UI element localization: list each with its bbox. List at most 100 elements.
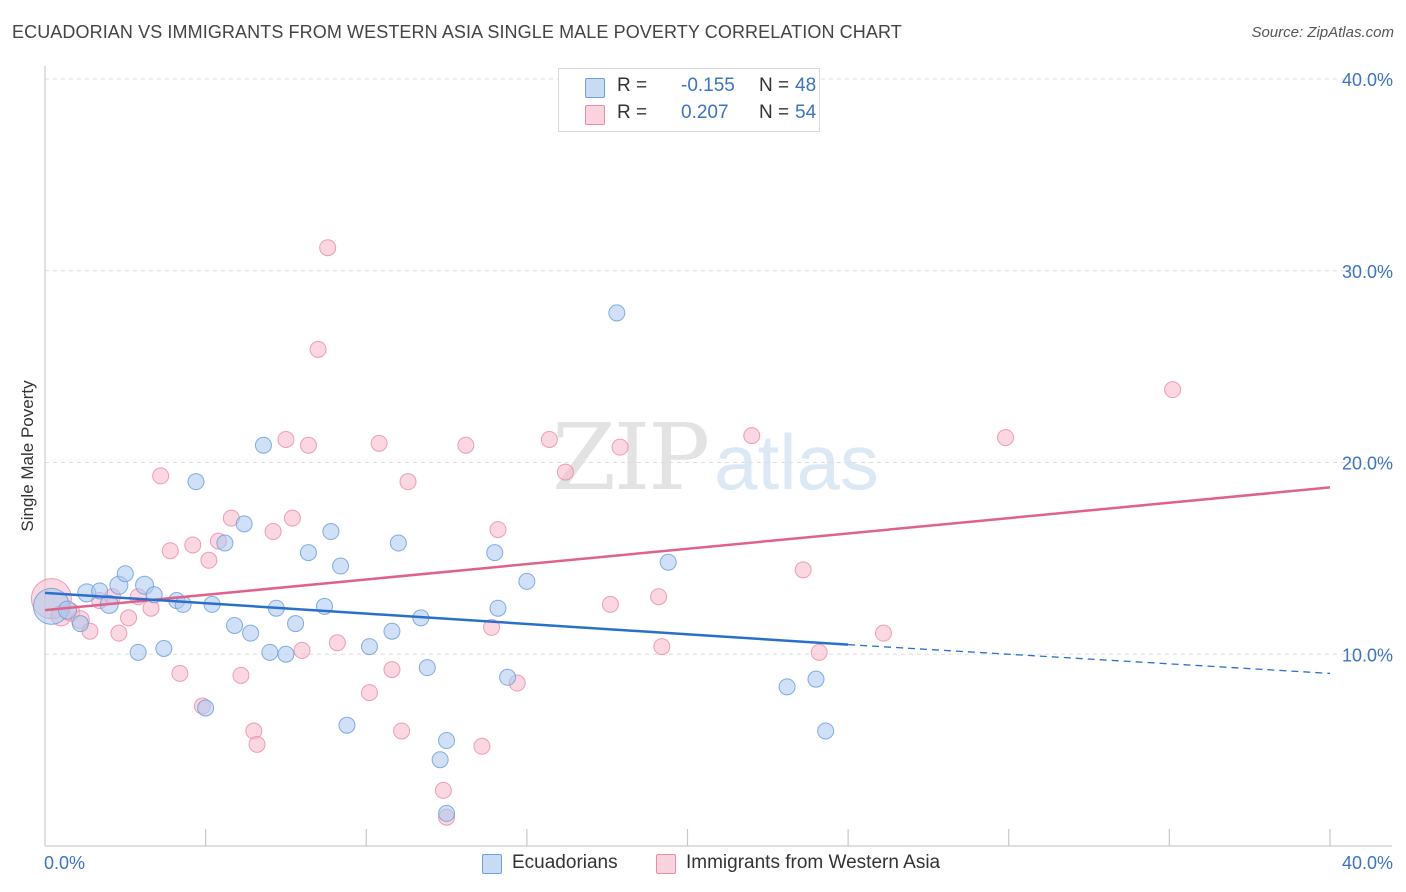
y-axis-label: Single Male Poverty <box>18 380 37 532</box>
ecuadorians-point <box>322 523 340 541</box>
ecuadorians-point <box>817 722 835 740</box>
stats-legend: R = -0.155 N = 48 R = 0.207 N = 54 <box>558 68 820 132</box>
ecuadorians-point <box>608 304 626 322</box>
x-tick-label: 0.0% <box>44 853 85 873</box>
immigrants-point <box>743 427 761 445</box>
ecuadorians-point <box>226 616 244 634</box>
ecuadorians-point <box>235 515 253 533</box>
series-immigrants-points <box>30 239 1182 826</box>
ecuadorians-point <box>389 534 407 552</box>
immigrants-point <box>556 463 574 481</box>
y-tick-label: 20.0% <box>1342 454 1393 474</box>
ecuadorians-point <box>216 534 234 552</box>
immigrants-point <box>171 664 189 682</box>
legend-r-value: 0.207 <box>681 102 729 123</box>
ecuadorians-point <box>174 595 192 613</box>
ecuadorians-point <box>155 639 173 657</box>
legend-r-label: R = <box>617 102 648 123</box>
immigrants-point <box>1164 381 1182 399</box>
immigrants-point <box>200 551 218 569</box>
ecuadorians-point <box>438 732 456 750</box>
immigrants-point <box>110 624 128 642</box>
immigrants-point <box>489 521 507 539</box>
legend-swatch-pink <box>585 105 605 125</box>
ecuadorians-point <box>287 615 305 633</box>
immigrants-point <box>540 430 558 448</box>
series-ecuadorians-points <box>32 304 835 822</box>
immigrants-point <box>601 595 619 613</box>
immigrants-point <box>483 618 501 636</box>
axes <box>44 66 1392 847</box>
y-tick-label: 30.0% <box>1342 262 1393 282</box>
ecuadorians-point <box>338 716 356 734</box>
legend-r-label: R = <box>617 75 648 96</box>
immigrants-point <box>457 436 475 454</box>
legend-n-value: 48 <box>795 75 817 96</box>
ecuadorians-point <box>486 544 504 562</box>
ecuadorians-point <box>807 670 825 688</box>
ecuadorians-trend-extension <box>848 644 1331 675</box>
immigrants-point <box>277 430 295 448</box>
immigrants-point <box>434 781 452 799</box>
immigrants-point <box>328 634 346 652</box>
ecuadorians-point <box>489 599 507 617</box>
immigrants-point <box>152 467 170 485</box>
immigrants-point <box>383 661 401 679</box>
immigrants-point <box>611 438 629 456</box>
y-tick-label: 10.0% <box>1342 645 1393 665</box>
ecuadorians-point <box>187 473 205 491</box>
immigrants-point <box>650 588 668 606</box>
bottom-legend-label: Ecuadorians <box>512 852 618 873</box>
trend-lines <box>44 486 1331 675</box>
ecuadorians-point <box>277 645 295 663</box>
immigrants-point <box>309 340 327 358</box>
immigrants-point <box>248 735 266 753</box>
legend-n-value: 54 <box>795 102 817 123</box>
source-credit: Source: ZipAtlas.com <box>1251 24 1394 41</box>
tick-labels: 10.0% 20.0% 30.0% 40.0% 0.0% 40.0% <box>44 70 1393 873</box>
immigrants-point <box>997 429 1015 447</box>
immigrants-point <box>360 684 378 702</box>
chart-title: ECUADORIAN VS IMMIGRANTS FROM WESTERN AS… <box>12 22 902 42</box>
immigrants-point <box>370 434 388 452</box>
ecuadorians-point <box>431 751 449 769</box>
ecuadorians-point <box>197 699 215 717</box>
immigrants-point <box>283 509 301 527</box>
immigrants-point <box>473 737 491 755</box>
ecuadorians-point <box>254 436 272 454</box>
immigrants-point <box>120 609 138 627</box>
legend-n-label: N = <box>759 75 790 96</box>
immigrants-point <box>874 624 892 642</box>
legend-r-value: -0.155 <box>681 75 735 96</box>
immigrants-point <box>161 542 179 560</box>
ecuadorians-point <box>242 624 260 642</box>
bottom-legend-swatch-pink <box>656 854 676 874</box>
ecuadorians-point <box>261 643 279 661</box>
immigrants-point <box>319 239 337 257</box>
ecuadorians-point <box>778 678 796 696</box>
ecuadorians-point <box>360 638 378 656</box>
immigrants-point <box>810 643 828 661</box>
ecuadorians-point <box>116 565 134 583</box>
ecuadorians-point <box>71 615 89 633</box>
immigrants-point <box>653 638 671 656</box>
bottom-legend-swatch-blue <box>482 854 502 874</box>
ecuadorians-point <box>418 659 436 677</box>
ecuadorians-point <box>332 557 350 575</box>
legend-n-label: N = <box>759 102 790 123</box>
ecuadorians-point <box>499 668 517 686</box>
immigrants-trend-line <box>44 486 1331 612</box>
bottom-legend-label: Immigrants from Western Asia <box>686 852 941 873</box>
ecuadorians-point <box>299 544 317 562</box>
ecuadorians-point <box>659 553 677 571</box>
immigrants-point <box>293 641 311 659</box>
x-tick-label: 40.0% <box>1342 853 1393 873</box>
immigrants-point <box>399 473 417 491</box>
ecuadorians-point <box>383 622 401 640</box>
grid <box>45 78 1392 655</box>
ecuadorians-point <box>438 804 456 822</box>
immigrants-point <box>393 722 411 740</box>
y-tick-label: 40.0% <box>1342 70 1393 90</box>
ecuadorians-point <box>129 643 147 661</box>
